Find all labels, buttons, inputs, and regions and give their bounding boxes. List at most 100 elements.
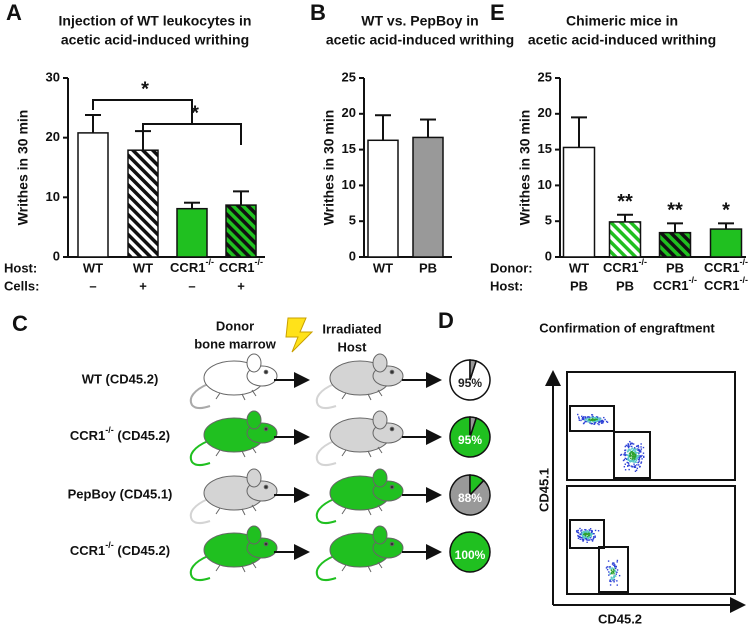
flow-dot — [614, 567, 617, 570]
flow-dot — [579, 527, 581, 530]
flow-dot — [641, 454, 643, 457]
flow-dot — [585, 538, 587, 540]
flow-dot — [608, 574, 610, 576]
flow-dot — [602, 422, 604, 424]
mouse-eye — [389, 484, 395, 490]
flow-dot — [582, 531, 585, 534]
flow-dot — [589, 421, 591, 423]
flow-dot — [637, 461, 640, 464]
flow-dot — [608, 571, 610, 573]
flow-dot — [592, 539, 594, 541]
row-label-sup: -/- — [105, 425, 114, 435]
x-tick-label-sup: -/- — [638, 257, 647, 267]
bar — [225, 204, 257, 258]
flow-dot — [611, 572, 613, 575]
flow-dot — [632, 448, 635, 451]
flow-dot — [632, 453, 635, 455]
flow-dot — [588, 534, 591, 537]
mouse-legs — [341, 446, 383, 458]
flow-dot — [583, 535, 585, 538]
chart-title: acetic acid-induced writhing — [326, 32, 514, 48]
flow-dot — [577, 413, 579, 416]
x-tick-label: CCR1-/- — [170, 257, 214, 275]
x-tick-label: – — [188, 278, 195, 293]
row-label: Cells: — [4, 278, 39, 293]
mouse-eye — [263, 369, 269, 375]
flow-dot — [590, 535, 593, 538]
flow-dot — [635, 469, 638, 472]
flow-dot — [588, 537, 591, 539]
flow-dot — [638, 466, 641, 468]
flow-dot — [591, 533, 594, 535]
flow-dot — [638, 460, 640, 462]
chart-title: acetic acid-induced writhing — [528, 32, 716, 48]
flow-dot — [589, 419, 592, 421]
row-label: CCR1-/- (CD45.2) — [70, 425, 170, 443]
y-axis-label: Writhes in 30 min — [517, 110, 533, 226]
flow-dot — [613, 579, 616, 581]
x-tick-label-main: CCR1 — [704, 260, 739, 275]
lightning-icon — [285, 317, 314, 353]
flow-dot — [577, 537, 580, 540]
x-tick-label-sup: -/- — [205, 257, 214, 267]
flow-dot — [594, 535, 596, 537]
flow-dot — [599, 419, 601, 422]
flow-dot — [608, 566, 610, 568]
mouse-legs — [215, 561, 257, 573]
flow-dot — [626, 454, 628, 456]
mouse-ear — [246, 525, 262, 545]
flow-dot — [628, 453, 630, 456]
flow-dot — [590, 531, 593, 534]
flow-dot — [636, 456, 638, 459]
flow-dot — [580, 530, 582, 532]
column-header: Donor — [216, 318, 254, 333]
flow-dot — [605, 420, 608, 423]
flow-dot — [637, 446, 640, 448]
flow-dot — [610, 568, 613, 571]
flow-dot — [630, 465, 632, 467]
flow-dot — [590, 421, 592, 423]
bar — [608, 221, 642, 258]
y-tick-label: 20 — [538, 105, 552, 120]
chart-title: acetic acid-induced writhing — [61, 32, 249, 48]
flow-dot — [587, 537, 590, 540]
flow-dot — [582, 418, 584, 421]
flow-dot — [623, 466, 626, 468]
flow-dot — [606, 421, 609, 423]
flow-dot — [634, 452, 637, 454]
flow-dot — [613, 581, 615, 583]
y-tick-label: 15 — [342, 141, 356, 156]
flow-dot — [633, 452, 635, 454]
flow-dot — [583, 533, 585, 535]
row-label: CCR1-/- (CD45.2) — [70, 540, 170, 558]
flow-dot — [627, 458, 629, 460]
flow-dot — [614, 570, 617, 573]
flow-dot — [609, 580, 611, 582]
flow-dot — [581, 416, 584, 419]
flow-dot — [636, 464, 638, 466]
flow-dot — [583, 416, 585, 418]
flow-dot — [625, 444, 627, 447]
y-axis-label: CD45.1 — [536, 468, 551, 512]
y-tick-label: 25 — [538, 69, 552, 84]
x-tick-label-main: CCR1 — [170, 260, 205, 275]
column-header: bone marrow — [194, 336, 277, 351]
flow-dot — [599, 418, 602, 420]
flow-dot — [592, 416, 594, 419]
bar — [77, 132, 109, 258]
mouse-tail — [315, 555, 337, 582]
flow-dot — [584, 419, 586, 421]
flow-dot — [612, 578, 614, 580]
flow-dot — [611, 572, 613, 574]
flow-dot — [606, 568, 609, 571]
flow-dot — [634, 461, 636, 463]
y-axis-label: Writhes in 30 min — [15, 110, 31, 226]
mouse-tail — [315, 440, 337, 467]
flow-dot — [627, 446, 630, 448]
flow-dot — [586, 416, 589, 418]
mouse-eye — [263, 484, 269, 490]
flow-dot — [618, 574, 621, 577]
bar — [176, 207, 208, 258]
flow-dot — [616, 559, 619, 562]
flow-dot — [616, 580, 618, 582]
